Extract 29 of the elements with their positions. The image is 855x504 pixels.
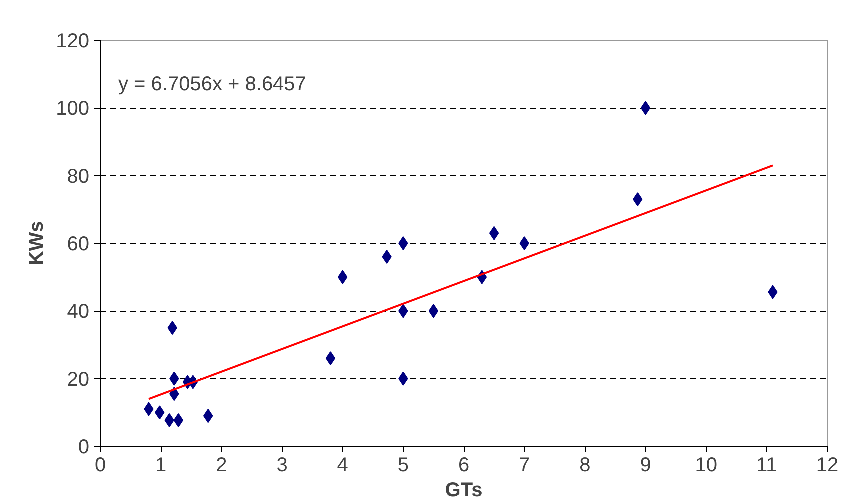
y-tick-label: 60 xyxy=(67,234,90,256)
x-axis-title: GTs xyxy=(445,480,483,502)
point xyxy=(489,226,500,240)
y-tick-label: 120 xyxy=(56,30,90,52)
x-tick-label: 0 xyxy=(94,454,106,476)
x-tick-label: 11 xyxy=(756,454,778,476)
x-tick-label: 2 xyxy=(216,454,228,476)
x-tick-label: 12 xyxy=(816,454,839,476)
point xyxy=(640,101,651,116)
point xyxy=(428,304,439,318)
y-tick-label: 100 xyxy=(56,98,90,120)
x-tick-label: 8 xyxy=(580,454,591,476)
point xyxy=(398,236,408,250)
point xyxy=(520,236,530,250)
x-tick-label: 10 xyxy=(695,454,718,476)
y-tick-label: 20 xyxy=(67,368,90,391)
y-axis-title: KWs xyxy=(26,221,48,266)
x-tick-label: 9 xyxy=(640,454,652,476)
x-tick-label: 1 xyxy=(156,454,167,476)
point xyxy=(326,352,336,366)
x-tick-label: 4 xyxy=(337,454,348,476)
y-tick-label: 80 xyxy=(67,166,90,188)
x-tick-label: 6 xyxy=(458,454,470,476)
y-tick-label: 0 xyxy=(78,436,90,458)
annotation: y = 6.7056x + 8.6457 xyxy=(118,74,306,96)
y-tick-label: 40 xyxy=(67,301,90,324)
x-tick-label: 3 xyxy=(276,454,288,476)
x-tick-label: 7 xyxy=(519,454,530,476)
x-tick-label: 5 xyxy=(398,454,409,476)
